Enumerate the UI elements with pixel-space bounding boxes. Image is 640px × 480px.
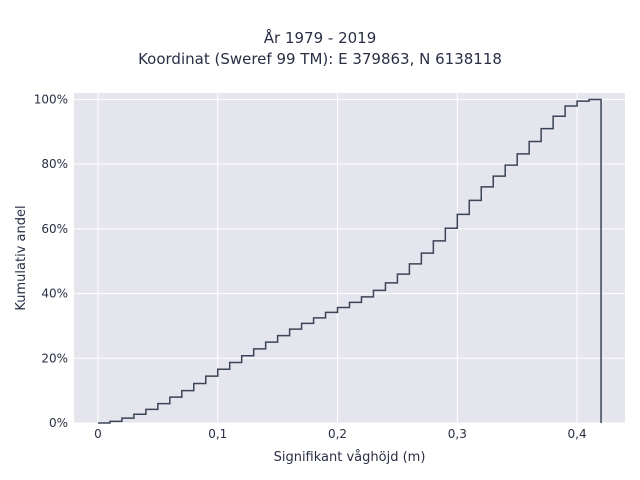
y-tick-label: 80%	[41, 157, 68, 171]
x-axis-ticks: 0 0,1 0,2 0,3 0,4	[94, 427, 586, 441]
y-tick-label: 100%	[34, 92, 68, 106]
y-axis-label: Kumulativ andel	[14, 205, 29, 310]
x-tick-label: 0,3	[448, 427, 467, 441]
plot-area	[74, 93, 625, 423]
y-axis-ticks: 0% 20% 40% 60% 80% 100%	[34, 92, 68, 430]
x-tick-label: 0,1	[208, 427, 227, 441]
y-tick-label: 0%	[49, 416, 68, 430]
y-tick-label: 20%	[41, 351, 68, 365]
cumulative-step-line	[97, 98, 602, 424]
chart-title: År 1979 - 2019	[263, 29, 377, 47]
y-tick-label: 60%	[41, 222, 68, 236]
x-tick-label: 0,4	[568, 427, 587, 441]
x-axis-label: Signifikant våghöjd (m)	[274, 450, 426, 465]
grid-lines	[74, 93, 625, 424]
chart-subtitle: Koordinat (Sweref 99 TM): E 379863, N 61…	[138, 50, 502, 68]
x-tick-label: 0	[94, 427, 102, 441]
x-tick-label: 0,2	[328, 427, 347, 441]
y-tick-label: 40%	[41, 287, 68, 301]
